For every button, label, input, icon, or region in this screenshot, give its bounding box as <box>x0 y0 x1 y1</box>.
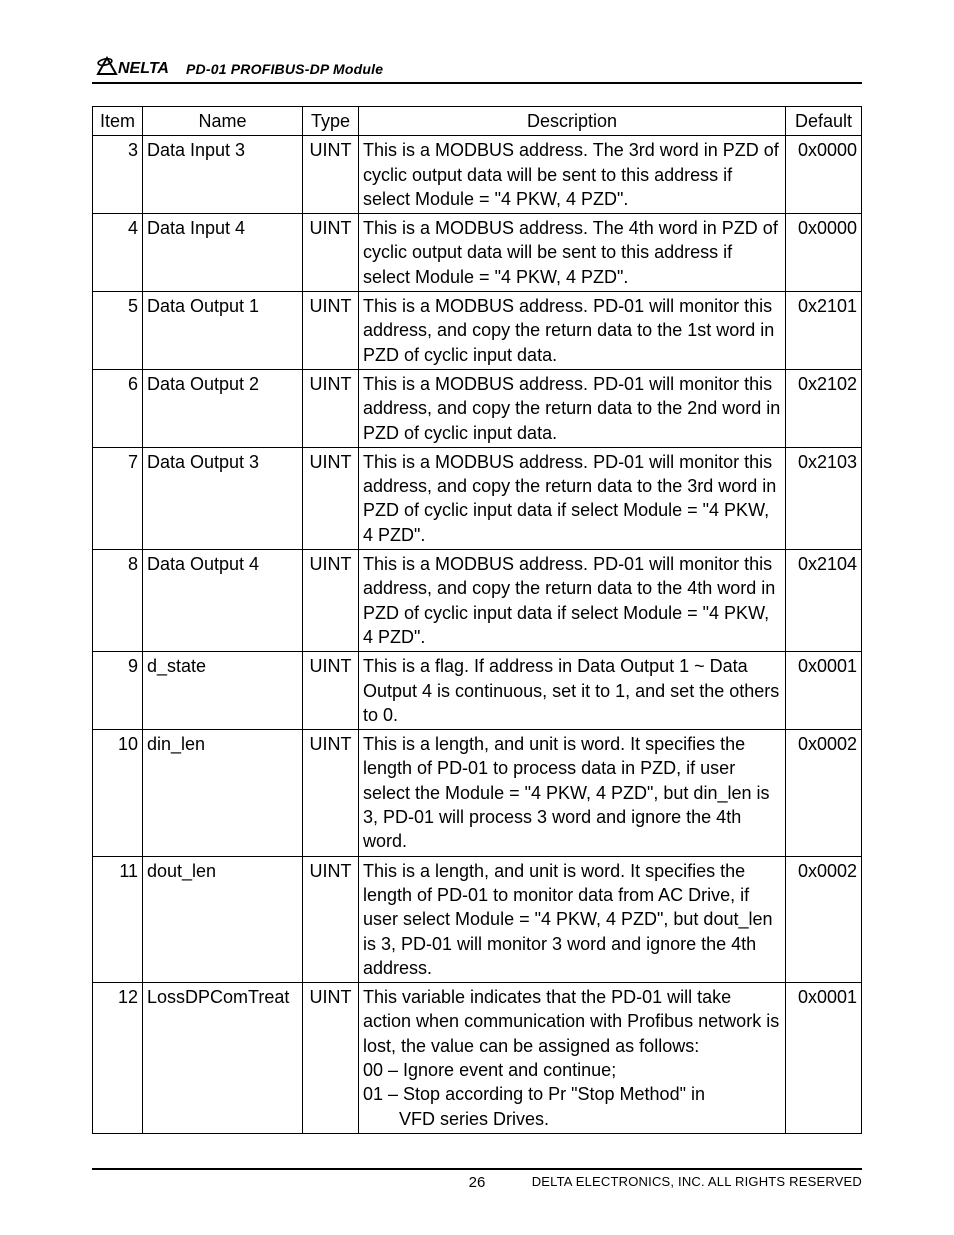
copyright: DELTA ELECTRONICS, INC. ALL RIGHTS RESER… <box>532 1174 862 1189</box>
cell-item: 7 <box>93 447 143 549</box>
table-row: 3 Data Input 3 UINT This is a MODBUS add… <box>93 136 862 214</box>
cell-type: UINT <box>303 856 359 982</box>
cell-default: 0x0000 <box>786 214 862 292</box>
page-number: 26 <box>469 1174 486 1191</box>
cell-type: UINT <box>303 136 359 214</box>
col-name: Name <box>143 107 303 136</box>
desc-extra2b: VFD series Drives. <box>363 1107 781 1131</box>
cell-item: 8 <box>93 550 143 652</box>
col-item: Item <box>93 107 143 136</box>
desc-extra2a: 01 – Stop according to Pr "Stop Method" … <box>363 1084 705 1104</box>
cell-default: 0x2102 <box>786 369 862 447</box>
cell-default: 0x2104 <box>786 550 862 652</box>
parameter-table: Item Name Type Description Default 3 Dat… <box>92 106 862 1134</box>
cell-desc: This is a length, and unit is word. It s… <box>359 730 786 856</box>
cell-item: 3 <box>93 136 143 214</box>
cell-desc: This is a MODBUS address. PD-01 will mon… <box>359 369 786 447</box>
cell-item: 6 <box>93 369 143 447</box>
col-type: Type <box>303 107 359 136</box>
cell-desc: This is a MODBUS address. PD-01 will mon… <box>359 550 786 652</box>
cell-default: 0x2101 <box>786 292 862 370</box>
desc-main: This variable indicates that the PD-01 w… <box>363 987 779 1056</box>
cell-item: 12 <box>93 983 143 1134</box>
cell-default: 0x0000 <box>786 136 862 214</box>
cell-type: UINT <box>303 369 359 447</box>
logo-text: NELTA <box>118 60 169 77</box>
cell-type: UINT <box>303 550 359 652</box>
table-row: 4 Data Input 4 UINT This is a MODBUS add… <box>93 214 862 292</box>
cell-name: din_len <box>143 730 303 856</box>
cell-name: Data Output 4 <box>143 550 303 652</box>
cell-type: UINT <box>303 730 359 856</box>
cell-item: 4 <box>93 214 143 292</box>
page-header: NELTA PD-01 PROFIBUS-DP Module <box>92 56 862 78</box>
table-row: 9 d_state UINT This is a flag. If addres… <box>93 652 862 730</box>
table-header-row: Item Name Type Description Default <box>93 107 862 136</box>
cell-default: 0x0002 <box>786 856 862 982</box>
cell-name: Data Input 4 <box>143 214 303 292</box>
col-desc: Description <box>359 107 786 136</box>
cell-default: 0x0002 <box>786 730 862 856</box>
table-row: 10 din_len UINT This is a length, and un… <box>93 730 862 856</box>
cell-name: Data Output 3 <box>143 447 303 549</box>
cell-default: 0x0001 <box>786 983 862 1134</box>
page: NELTA PD-01 PROFIBUS-DP Module Item Name… <box>0 0 954 1235</box>
cell-desc: This is a MODBUS address. The 4th word i… <box>359 214 786 292</box>
cell-desc: This is a MODBUS address. The 3rd word i… <box>359 136 786 214</box>
cell-name: dout_len <box>143 856 303 982</box>
cell-type: UINT <box>303 447 359 549</box>
cell-type: UINT <box>303 292 359 370</box>
cell-desc: This variable indicates that the PD-01 w… <box>359 983 786 1134</box>
doc-title: PD-01 PROFIBUS-DP Module <box>186 61 383 78</box>
desc-extra1: 00 – Ignore event and continue; <box>363 1060 616 1080</box>
delta-logo-icon: NELTA <box>96 56 178 78</box>
page-footer: 26 DELTA ELECTRONICS, INC. ALL RIGHTS RE… <box>92 1168 862 1189</box>
cell-desc: This is a length, and unit is word. It s… <box>359 856 786 982</box>
cell-desc: This is a MODBUS address. PD-01 will mon… <box>359 292 786 370</box>
cell-item: 9 <box>93 652 143 730</box>
cell-default: 0x2103 <box>786 447 862 549</box>
cell-name: Data Output 2 <box>143 369 303 447</box>
header-divider <box>92 82 862 84</box>
cell-type: UINT <box>303 214 359 292</box>
table-row: 8 Data Output 4 UINT This is a MODBUS ad… <box>93 550 862 652</box>
cell-item: 10 <box>93 730 143 856</box>
col-default: Default <box>786 107 862 136</box>
cell-type: UINT <box>303 652 359 730</box>
table-row: 5 Data Output 1 UINT This is a MODBUS ad… <box>93 292 862 370</box>
table-row: 7 Data Output 3 UINT This is a MODBUS ad… <box>93 447 862 549</box>
table-row: 11 dout_len UINT This is a length, and u… <box>93 856 862 982</box>
cell-item: 11 <box>93 856 143 982</box>
table-row: 6 Data Output 2 UINT This is a MODBUS ad… <box>93 369 862 447</box>
cell-name: LossDPComTreat <box>143 983 303 1134</box>
cell-name: Data Input 3 <box>143 136 303 214</box>
cell-desc: This is a MODBUS address. PD-01 will mon… <box>359 447 786 549</box>
cell-name: Data Output 1 <box>143 292 303 370</box>
cell-default: 0x0001 <box>786 652 862 730</box>
cell-desc: This is a flag. If address in Data Outpu… <box>359 652 786 730</box>
cell-type: UINT <box>303 983 359 1134</box>
cell-item: 5 <box>93 292 143 370</box>
cell-name: d_state <box>143 652 303 730</box>
table-row: 12 LossDPComTreat UINT This variable ind… <box>93 983 862 1134</box>
